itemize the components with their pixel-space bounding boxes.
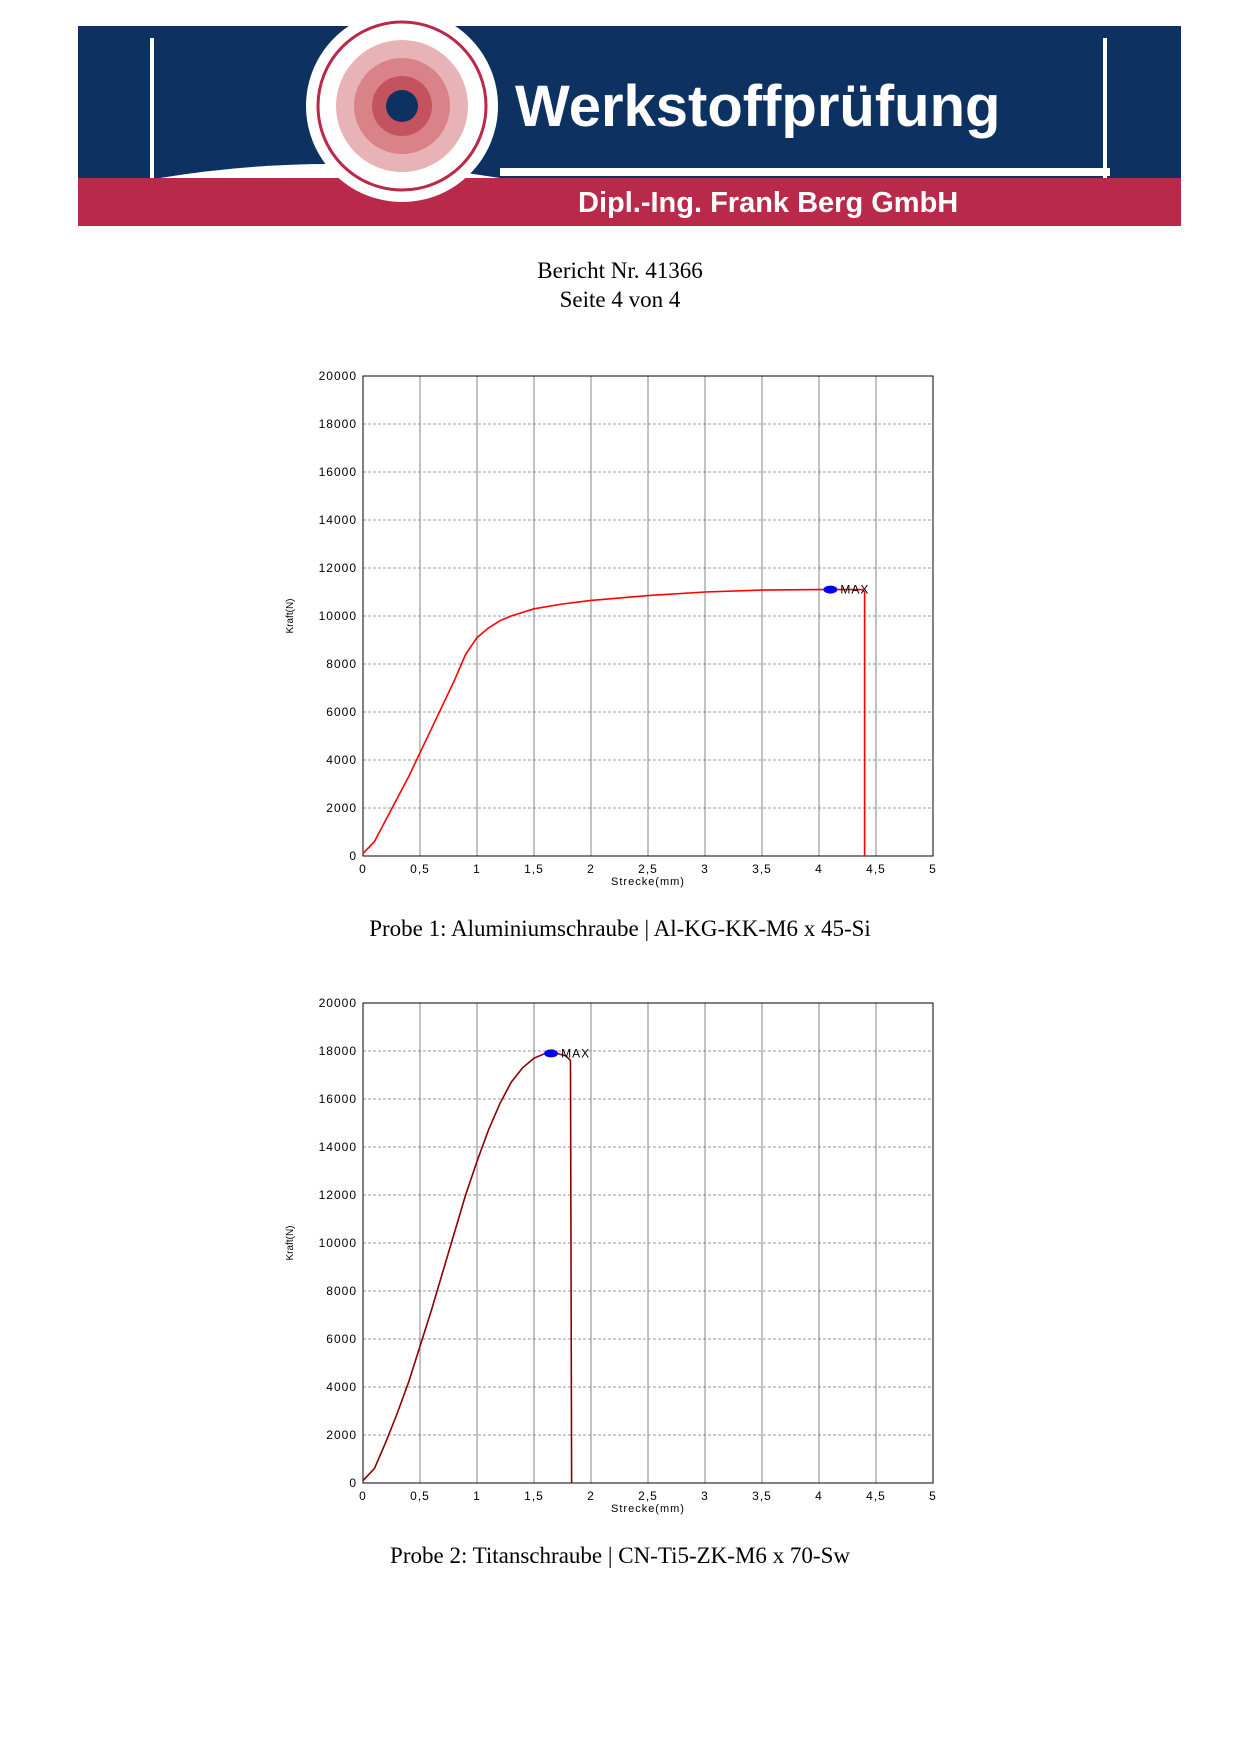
y-tick-label: 0 — [349, 1476, 357, 1490]
x-tick-label: 3 — [701, 1489, 709, 1503]
y-tick-label: 10000 — [319, 609, 357, 623]
banner-stripe — [500, 168, 1110, 176]
header-banner: Werkstoffprüfung Dipl.-Ing. Frank Berg G… — [78, 10, 1181, 226]
y-tick-label: 20000 — [319, 369, 357, 383]
x-tick-label: 4,5 — [866, 862, 886, 876]
plot-border — [362, 375, 934, 857]
y-tick-label: 4000 — [326, 753, 357, 767]
x-tick-label: 3,5 — [752, 862, 772, 876]
header-subtitle: Dipl.-Ing. Frank Berg GmbH — [578, 187, 958, 219]
y-tick-label: 20000 — [319, 996, 357, 1010]
x-tick-label: 3,5 — [752, 1489, 772, 1503]
x-tick-label: 4 — [815, 862, 823, 876]
y-tick-label: 18000 — [319, 1044, 357, 1058]
banner-navy — [78, 26, 1181, 192]
report-page: Seite 4 von 4 — [560, 287, 681, 312]
x-tick-label: 0,5 — [410, 1489, 430, 1503]
chart-caption: Probe 1: Aluminiumschraube | Al-KG-KK-M6… — [369, 916, 871, 941]
x-tick-label: 3 — [701, 862, 709, 876]
y-tick-label: 12000 — [319, 1188, 357, 1202]
y-tick-label: 2000 — [326, 1428, 357, 1442]
y-tick-label: 12000 — [319, 561, 357, 575]
data-line — [362, 588, 866, 856]
x-tick-label: 0 — [359, 862, 367, 876]
y-tick-label: 8000 — [326, 1284, 357, 1298]
report-number: Bericht Nr. 41366 — [537, 258, 702, 283]
max-label: MAX — [840, 583, 869, 597]
banner-red — [78, 178, 1181, 226]
x-tick-label: 1,5 — [524, 862, 544, 876]
x-tick-label: 1 — [473, 1489, 481, 1503]
x-tick-label: 4 — [815, 1489, 823, 1503]
y-axis-label: Kraft(N) — [285, 599, 296, 634]
y-axis-label: Kraft(N) — [285, 1226, 296, 1261]
max-label: MAX — [561, 1046, 590, 1060]
y-tick-label: 16000 — [319, 1092, 357, 1106]
x-tick-label: 2 — [587, 862, 595, 876]
x-tick-label: 2,5 — [638, 862, 658, 876]
max-marker — [823, 585, 838, 594]
y-tick-label: 0 — [349, 849, 357, 863]
y-tick-label: 18000 — [319, 417, 357, 431]
y-tick-label: 2000 — [326, 801, 357, 815]
x-axis-label: Strecke(mm) — [611, 1503, 685, 1515]
y-tick-label: 6000 — [326, 1332, 357, 1346]
y-tick-label: 14000 — [319, 513, 357, 527]
y-tick-label: 14000 — [319, 1140, 357, 1154]
x-axis-label: Strecke(mm) — [611, 876, 685, 888]
x-tick-label: 2 — [587, 1489, 595, 1503]
x-tick-label: 4,5 — [866, 1489, 886, 1503]
x-tick-label: 1 — [473, 862, 481, 876]
logo-center — [386, 90, 418, 122]
x-tick-label: 5 — [929, 1489, 937, 1503]
x-tick-label: 5 — [929, 862, 937, 876]
chart-caption: Probe 2: Titanschraube | CN-Ti5-ZK-M6 x … — [390, 1543, 850, 1568]
max-marker — [544, 1049, 559, 1058]
x-tick-label: 2,5 — [638, 1489, 658, 1503]
header-title: Werkstoffprüfung — [515, 74, 1000, 139]
x-tick-label: 0 — [359, 1489, 367, 1503]
y-tick-label: 6000 — [326, 705, 357, 719]
y-tick-label: 4000 — [326, 1380, 357, 1394]
plot-border — [362, 1002, 934, 1484]
x-tick-label: 1,5 — [524, 1489, 544, 1503]
x-tick-label: 0,5 — [410, 862, 430, 876]
y-tick-label: 10000 — [319, 1236, 357, 1250]
y-tick-label: 16000 — [319, 465, 357, 479]
y-tick-label: 8000 — [326, 657, 357, 671]
